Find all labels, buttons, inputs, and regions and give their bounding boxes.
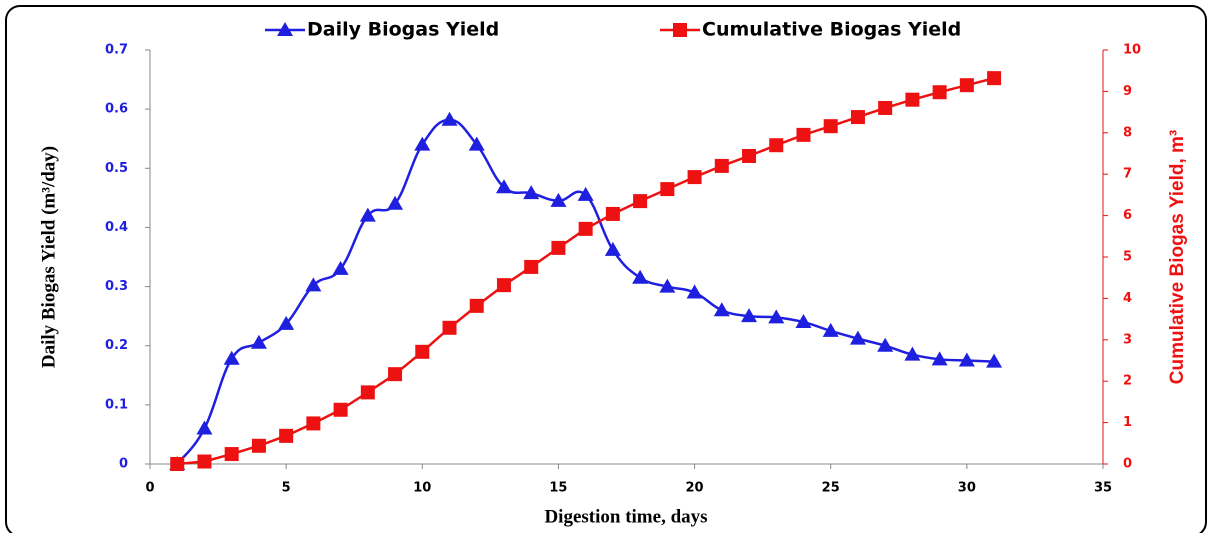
frame	[5, 5, 1207, 533]
data-point	[986, 353, 1003, 368]
data-point	[714, 158, 729, 173]
x-tick-label: 35	[1094, 481, 1112, 496]
series-line	[177, 76, 995, 466]
y-tick-label: 0.5	[105, 161, 128, 176]
data-point	[905, 92, 920, 107]
y-tick-label: 0.1	[105, 397, 128, 412]
y2-tick-label: 6	[1123, 208, 1132, 223]
data-point	[224, 447, 239, 462]
data-point	[795, 314, 812, 329]
data-point	[333, 402, 348, 417]
data-point	[713, 302, 730, 317]
data-point	[742, 148, 757, 163]
data-point	[823, 119, 838, 134]
y2-axis-title: Cumulative Biogas Yield, m³	[1167, 130, 1188, 384]
data-point	[987, 71, 1002, 86]
data-point	[769, 138, 784, 153]
data-point	[468, 136, 485, 151]
data-point	[660, 182, 675, 197]
data-point	[577, 186, 594, 201]
y-tick-label: 0.3	[105, 279, 128, 294]
data-point	[414, 136, 431, 151]
data-point	[958, 352, 975, 367]
y-axis-title: Daily Biogas Yield (m³/day)	[38, 146, 59, 368]
data-point	[279, 428, 294, 443]
data-point	[578, 221, 593, 236]
data-point	[415, 344, 430, 359]
data-point	[604, 241, 621, 256]
y-tick-label: 0.6	[105, 102, 128, 117]
data-point	[360, 385, 375, 400]
data-point	[687, 170, 702, 185]
data-point	[768, 309, 785, 324]
y2-tick-label: 8	[1123, 125, 1132, 140]
data-point	[878, 100, 893, 115]
data-point	[796, 127, 811, 142]
y2-tick-label: 7	[1123, 167, 1132, 182]
x-tick-label: 30	[958, 481, 976, 496]
y2-tick-label: 4	[1123, 291, 1132, 306]
data-point	[250, 334, 267, 349]
x-axis-title: Digestion time, days	[544, 506, 707, 527]
data-point	[550, 192, 567, 207]
legend-marker	[277, 22, 293, 36]
y2-tick-label: 0	[1123, 457, 1132, 472]
data-point	[387, 195, 404, 210]
data-point	[605, 206, 620, 221]
data-point	[251, 438, 266, 453]
x-tick-label: 25	[822, 481, 840, 496]
data-point	[551, 240, 566, 255]
data-point	[959, 78, 974, 93]
y2-tick-label: 2	[1123, 374, 1132, 389]
data-point	[632, 269, 649, 284]
x-tick-label: 5	[282, 481, 291, 496]
y-tick-label: 0.7	[105, 43, 128, 58]
y-tick-label: 0.4	[105, 220, 128, 235]
y-tick-label: 0	[119, 457, 128, 472]
x-tick-label: 15	[549, 481, 567, 496]
data-point	[822, 322, 839, 337]
data-point	[469, 298, 484, 313]
data-point	[496, 278, 511, 293]
data-point	[741, 308, 758, 323]
data-point	[524, 259, 539, 274]
data-point	[931, 351, 948, 366]
data-point	[633, 194, 648, 209]
y2-tick-label: 1	[1123, 415, 1132, 430]
data-point	[388, 367, 403, 382]
y2-tick-label: 5	[1123, 250, 1132, 265]
data-point	[278, 315, 295, 330]
y-tick-label: 0.2	[105, 338, 128, 353]
data-point	[686, 284, 703, 299]
y2-tick-label: 9	[1123, 84, 1132, 99]
y2-tick-label: 10	[1123, 43, 1141, 58]
x-tick-label: 20	[686, 481, 704, 496]
series-line	[176, 118, 995, 465]
x-tick-label: 10	[413, 481, 431, 496]
y2-tick-label: 3	[1123, 332, 1132, 347]
data-point	[850, 110, 865, 125]
data-point	[904, 346, 921, 361]
x-tick-label: 0	[145, 481, 154, 496]
data-point	[495, 179, 512, 194]
data-point	[441, 111, 458, 126]
data-point	[197, 454, 212, 469]
data-point	[170, 457, 185, 471]
data-point	[332, 260, 349, 275]
data-point	[442, 320, 457, 335]
legend-marker	[673, 23, 687, 37]
legend-label: Daily Biogas Yield	[307, 19, 499, 41]
data-point	[223, 350, 240, 365]
data-point	[306, 416, 321, 431]
data-point	[196, 420, 213, 435]
data-point	[359, 207, 376, 222]
data-point	[849, 330, 866, 345]
data-point	[932, 85, 947, 100]
data-point	[659, 278, 676, 293]
data-point	[305, 277, 322, 292]
data-point	[523, 185, 540, 200]
legend-label: Cumulative Biogas Yield	[702, 19, 961, 41]
data-point	[877, 337, 894, 352]
